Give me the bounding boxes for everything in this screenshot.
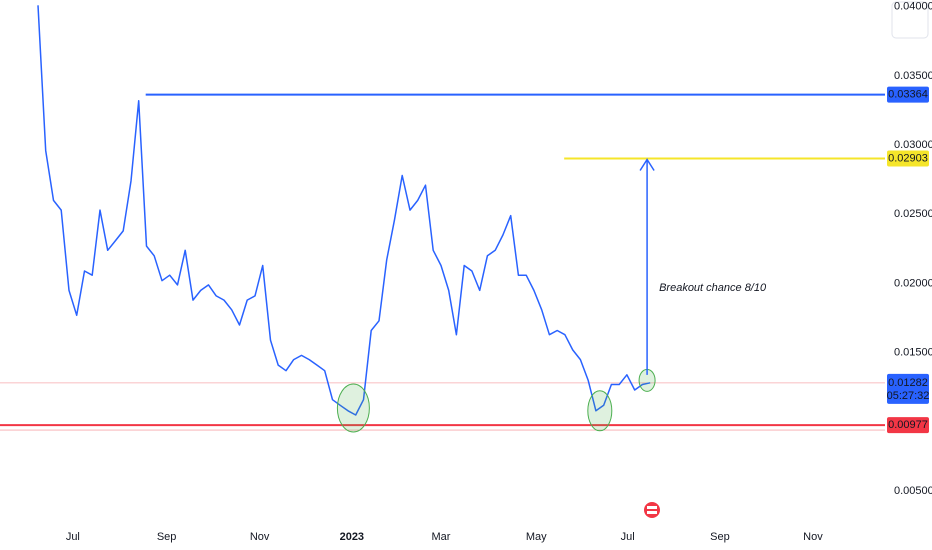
x-tick-label: Nov [250, 531, 270, 543]
highlight-circle [587, 390, 613, 432]
arrow-head [639, 158, 655, 171]
last-price-label: 0.01282 [888, 377, 928, 389]
last-price-box [887, 373, 929, 404]
level-label-box [887, 150, 929, 167]
level-label-box [887, 86, 929, 103]
y-tick-label: 0.02000 [894, 277, 932, 289]
x-tick-label: Jul [66, 531, 80, 543]
y-tick-label: 0.00500 [894, 485, 932, 497]
y-tick-label: 0.04000 [894, 1, 932, 13]
highlight-circle [336, 383, 370, 433]
x-tick-label: 2023 [340, 531, 364, 543]
x-tick-label: Nov [803, 531, 823, 543]
x-tick-label: Jul [621, 531, 635, 543]
level-label-box [887, 417, 929, 434]
y-tick-label: 0.01500 [894, 347, 932, 359]
level-label: 0.03364 [888, 89, 928, 101]
y-tick-label: 0.02500 [894, 208, 932, 220]
x-tick-label: May [526, 531, 547, 543]
y-tick-label: 0.03500 [894, 70, 932, 82]
annotation: Breakout chance 8/10 [659, 282, 767, 294]
x-tick-label: Mar [431, 531, 450, 543]
x-tick-label: Sep [710, 531, 730, 543]
exchange-logo [644, 502, 660, 518]
countdown-label: 05:27:32 [887, 390, 930, 402]
level-label: 0.02903 [888, 152, 928, 164]
y-tick-label: 0.03000 [894, 139, 932, 151]
scale-button[interactable] [891, 1, 929, 39]
price-line [37, 5, 651, 416]
x-tick-label: Sep [157, 531, 177, 543]
level-label: 0.00977 [888, 419, 928, 431]
